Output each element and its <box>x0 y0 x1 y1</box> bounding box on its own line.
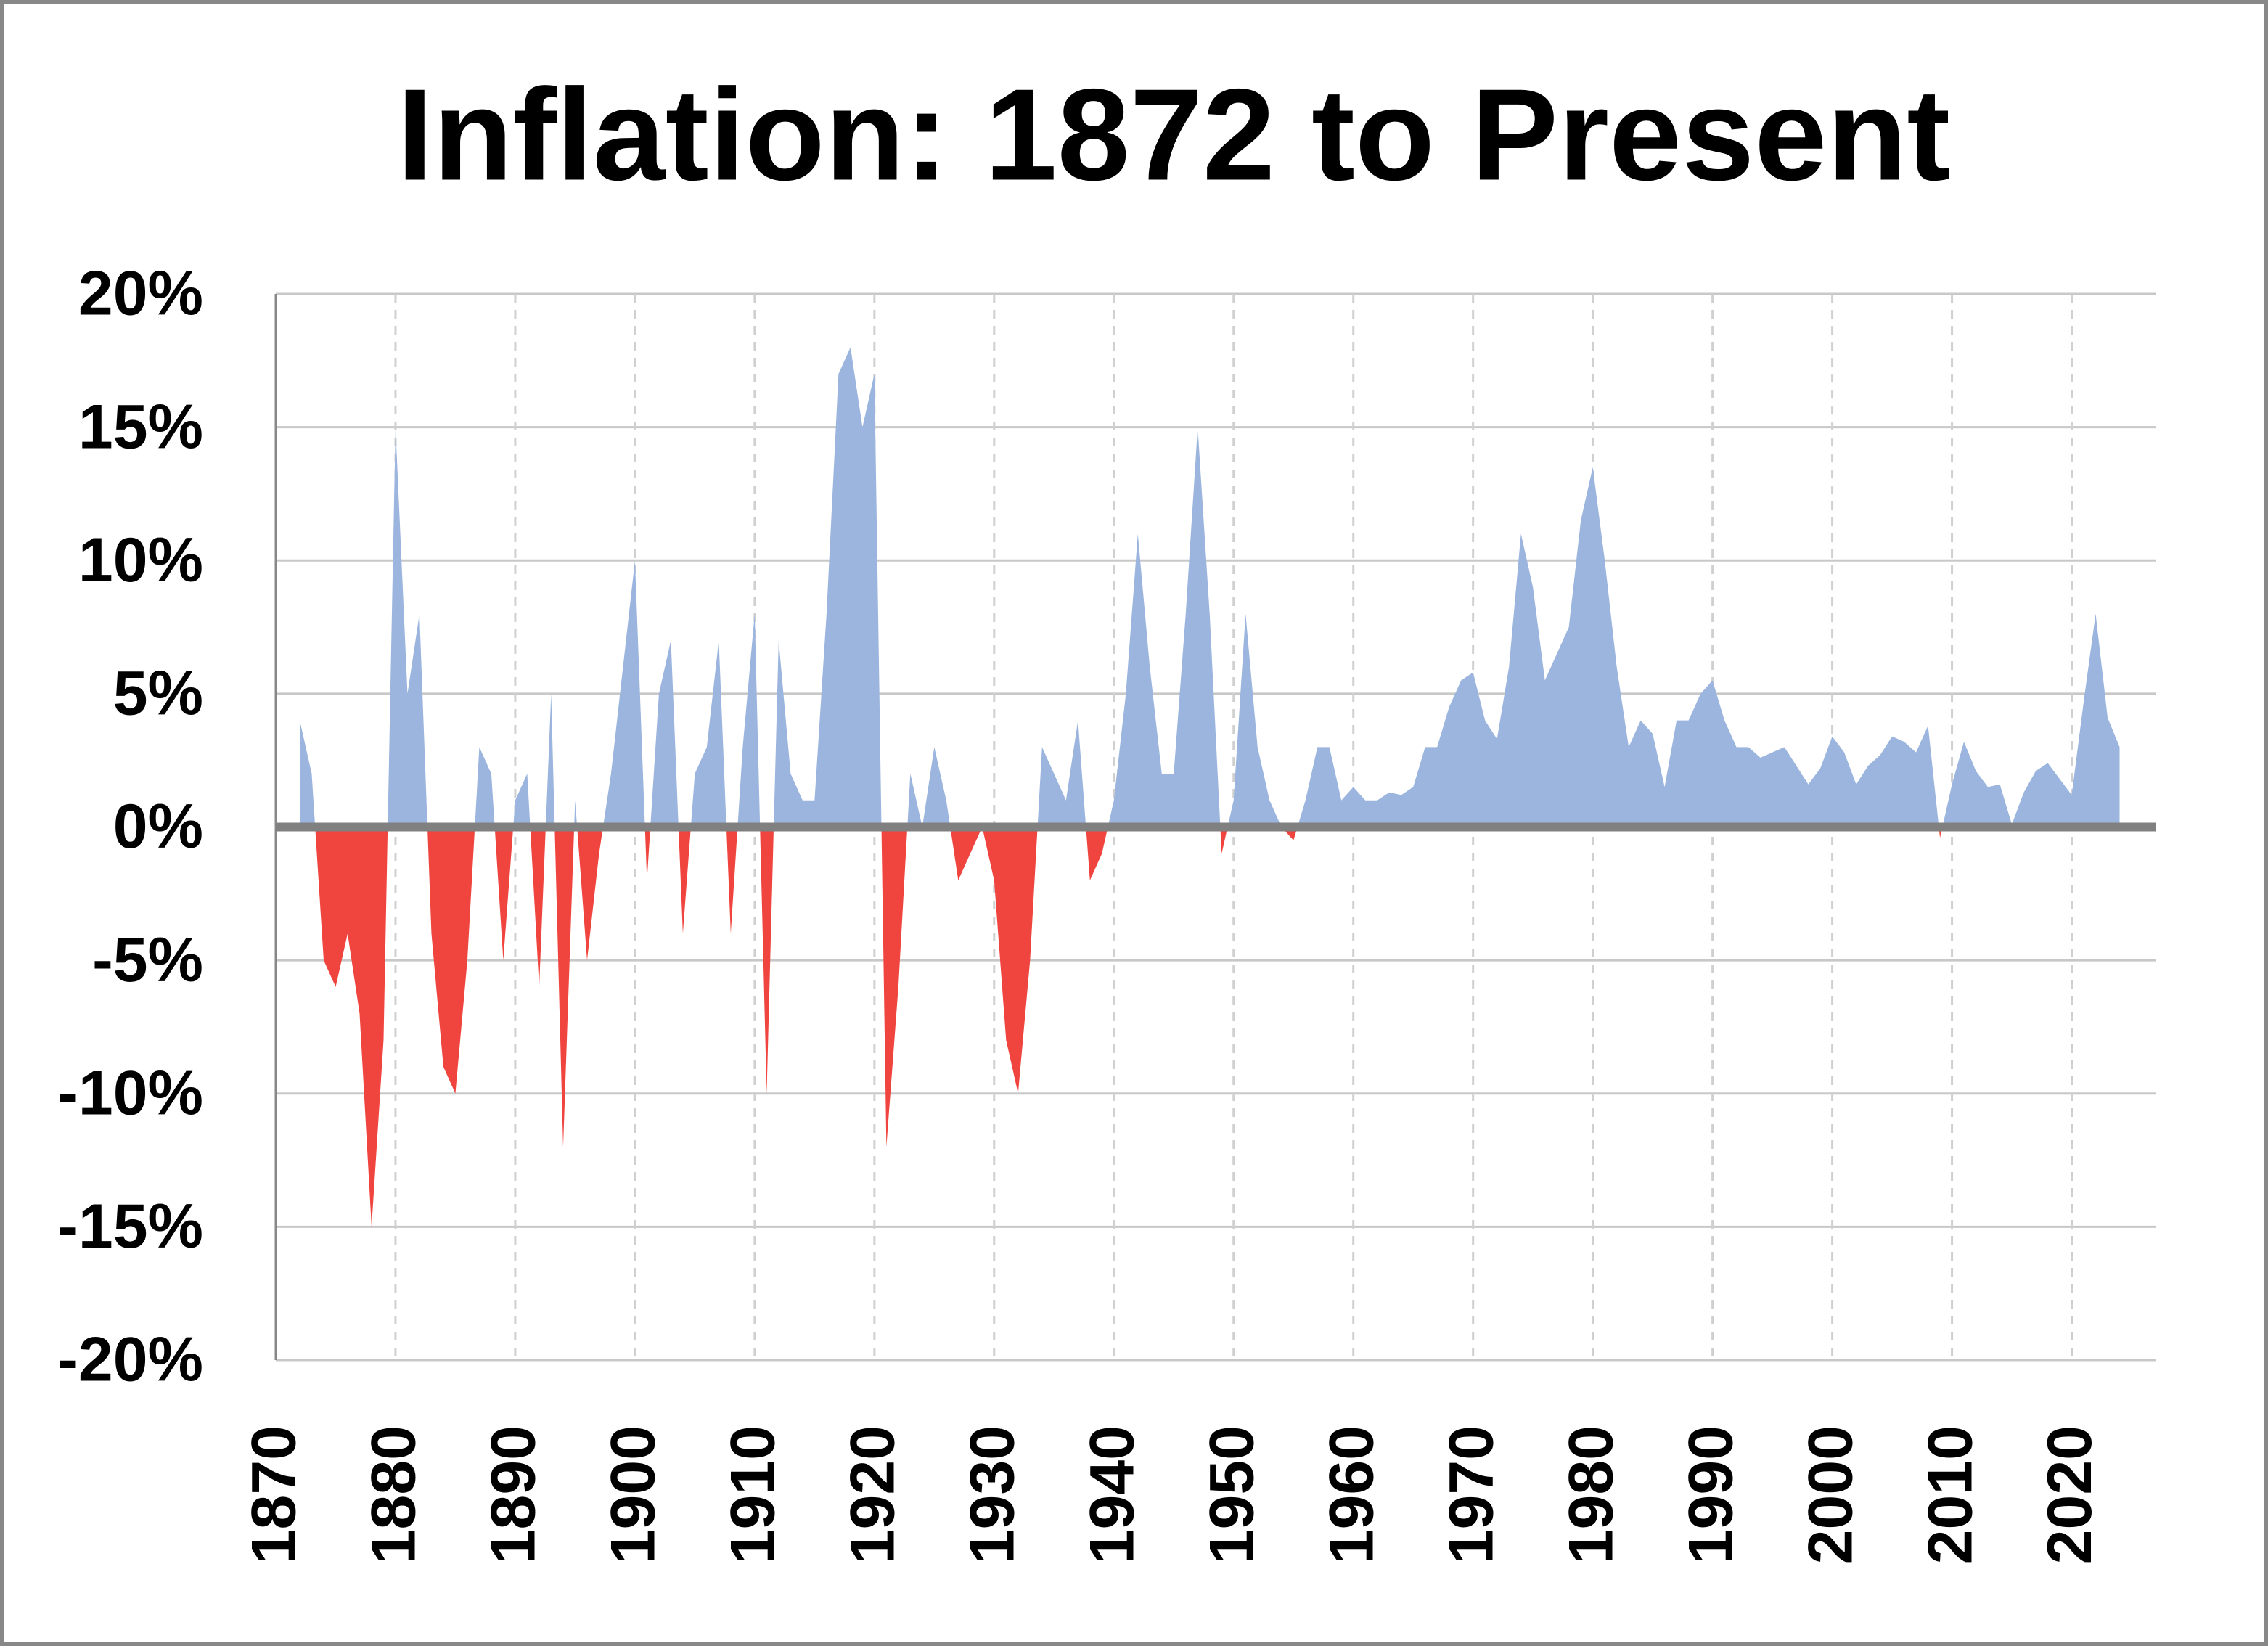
x-tick-label: 1880 <box>359 1425 429 1564</box>
x-tick-label: 1990 <box>1676 1425 1745 1564</box>
y-tick-label: 0% <box>113 792 203 861</box>
x-tick-label: 1890 <box>479 1425 549 1564</box>
y-tick-label: 10% <box>78 525 203 595</box>
x-tick-label: 2000 <box>1796 1425 1865 1564</box>
y-tick-label: -10% <box>57 1058 203 1128</box>
y-tick-label: -20% <box>57 1325 203 1395</box>
x-tick-label: 1940 <box>1077 1425 1147 1564</box>
x-tick-label: 1970 <box>1436 1425 1506 1564</box>
chart-title: Inflation: 1872 to Present <box>397 62 1951 208</box>
y-tick-label: 20% <box>78 259 203 329</box>
y-tick-label: 15% <box>78 392 203 462</box>
x-tick-label: 1960 <box>1317 1425 1386 1564</box>
x-tick-label: 1900 <box>599 1425 668 1564</box>
x-tick-label: 1870 <box>240 1425 309 1564</box>
area-positive <box>299 347 2120 827</box>
x-tick-label: 1930 <box>958 1425 1028 1564</box>
x-tick-label: 1980 <box>1556 1425 1626 1564</box>
x-tick-label: 1920 <box>838 1425 908 1564</box>
x-tick-label: 2010 <box>1915 1425 1985 1564</box>
y-tick-label: -5% <box>92 925 203 995</box>
x-tick-label: 1910 <box>719 1425 788 1564</box>
y-tick-label: -15% <box>57 1192 203 1261</box>
x-tick-label: 1950 <box>1197 1425 1266 1564</box>
x-tick-label: 2020 <box>2035 1425 2105 1564</box>
y-tick-label: 5% <box>113 659 203 729</box>
